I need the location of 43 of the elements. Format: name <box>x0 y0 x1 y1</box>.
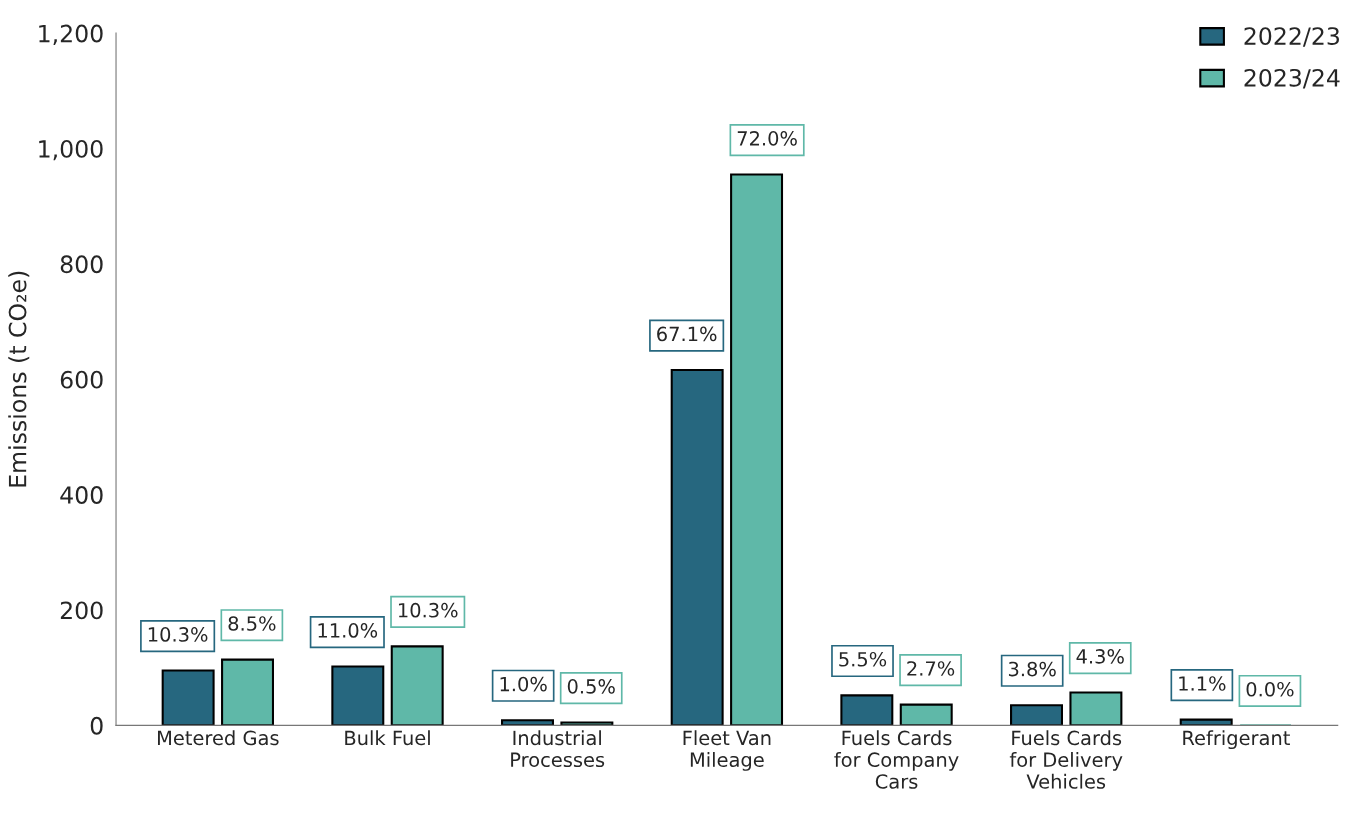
x-tick-label: Bulk Fuel <box>345 730 430 746</box>
y-axis-title: Emissions (t CO₂e) <box>8 271 30 487</box>
y-tick-label: 1,200 <box>39 24 103 45</box>
x-tick-label: Refrigerant <box>1183 730 1290 750</box>
annotation: 2.7% <box>907 661 955 676</box>
annotation: 0.5% <box>567 679 615 694</box>
annotation: 10.3% <box>148 627 208 642</box>
annotation: 5.5% <box>839 651 887 667</box>
annotation: 11.0% <box>318 623 378 638</box>
bar <box>331 665 385 726</box>
bar <box>161 669 215 726</box>
annotation: 8.5% <box>228 616 276 631</box>
bar <box>899 703 953 726</box>
legend-label: 2022/23 <box>1244 27 1339 47</box>
y-tick-label: 1,000 <box>39 139 103 161</box>
annotation: 10.3% <box>398 602 458 618</box>
annotation: 3.8% <box>1008 661 1056 677</box>
x-tick-label: Fuels Cards for Company Cars <box>834 730 959 789</box>
annotation: 0.0% <box>1246 681 1294 697</box>
bar <box>501 719 554 726</box>
annotation: 1.1% <box>1179 676 1226 691</box>
x-tick-label: Fuels Cards for Delivery Vehicles <box>1009 730 1123 789</box>
annotation: 72.0% <box>737 131 797 146</box>
bar <box>840 694 894 726</box>
y-tick-label: 400 <box>60 486 103 504</box>
bar <box>560 721 614 726</box>
bar <box>1069 691 1123 726</box>
bar <box>221 658 275 726</box>
y-tick-label: 200 <box>60 601 103 620</box>
annotation: 1.0% <box>500 676 547 692</box>
annotation: 67.1% <box>657 326 717 342</box>
x-tick-label: Fleet Van Mileage <box>683 730 771 771</box>
y-tick-label: 0 <box>90 716 103 735</box>
bar <box>390 645 444 726</box>
legend-label: 2023/24 <box>1244 68 1340 89</box>
bar <box>1010 704 1064 726</box>
y-tick-label: 800 <box>60 255 103 274</box>
annotation: 4.3% <box>1076 649 1124 664</box>
bar <box>670 369 724 726</box>
x-tick-label: Metered Gas <box>158 730 279 746</box>
bar <box>730 173 784 726</box>
y-tick-label: 600 <box>60 370 103 389</box>
x-tick-label: Industrial Processes <box>511 730 605 768</box>
